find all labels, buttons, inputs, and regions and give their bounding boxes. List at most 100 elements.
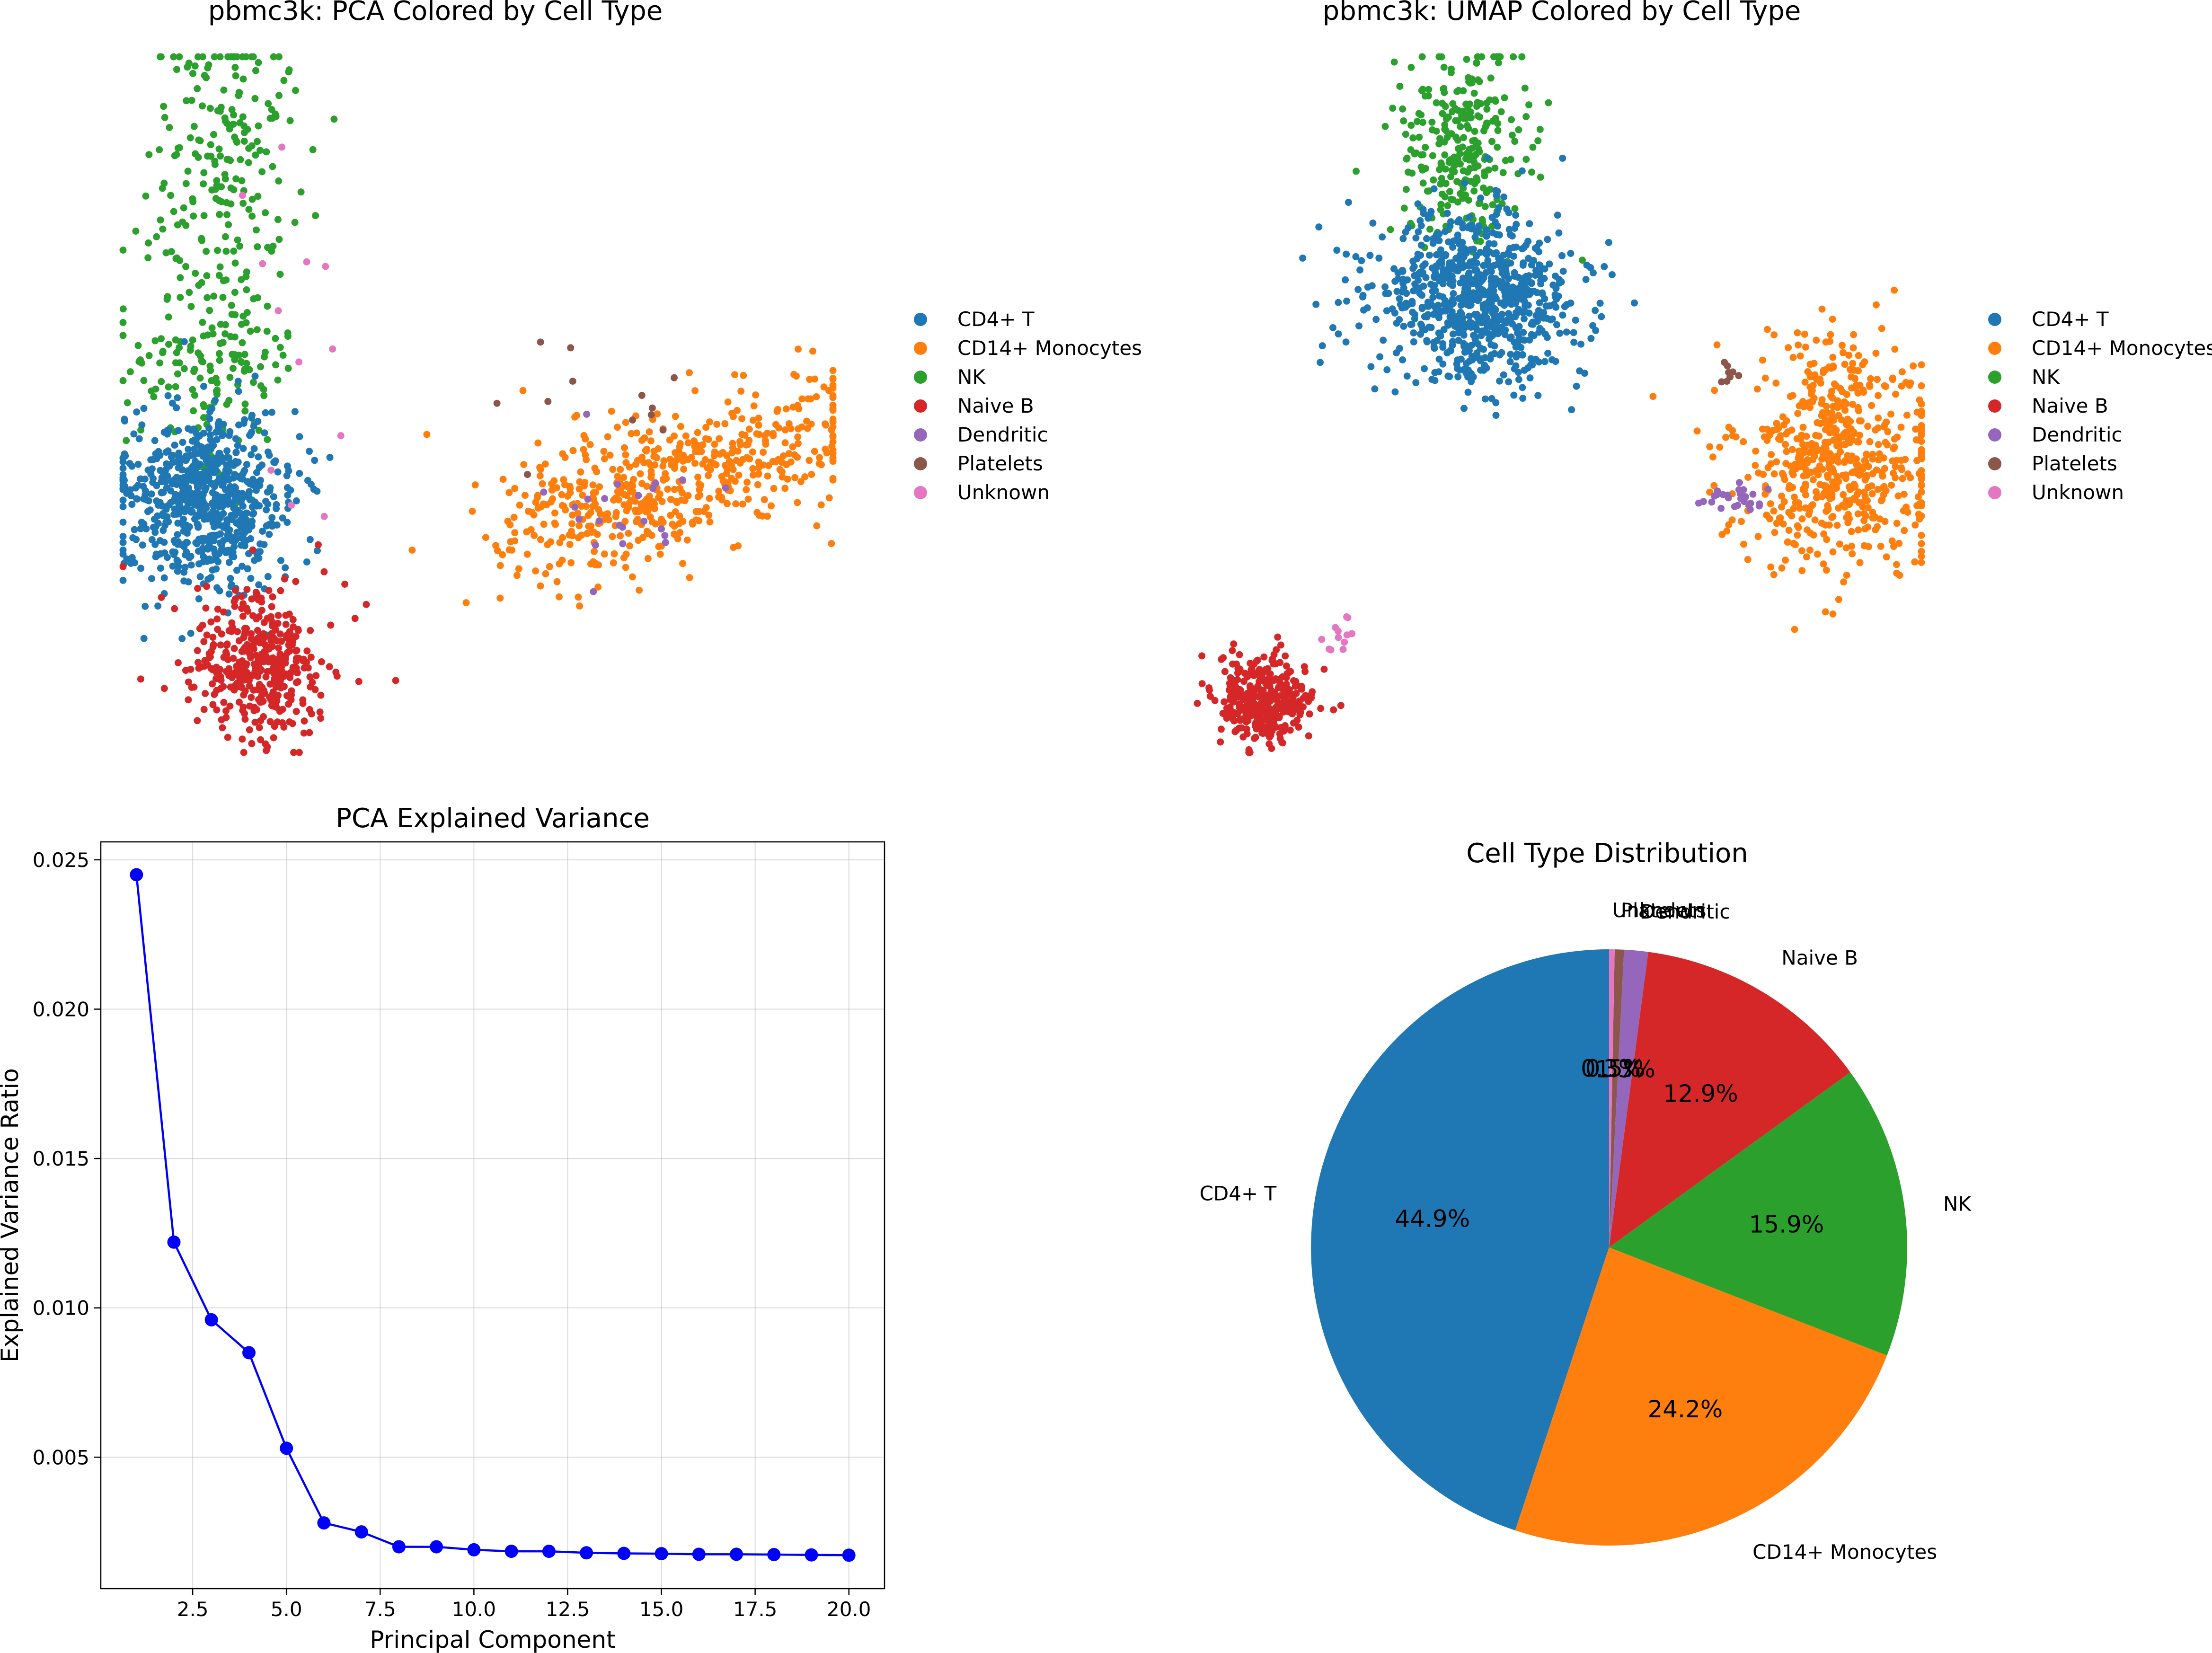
point-nk bbox=[156, 146, 163, 153]
point-cd14-monocytes bbox=[647, 437, 655, 445]
point-nk bbox=[1522, 113, 1530, 120]
point-nk bbox=[1442, 103, 1449, 110]
point-nk bbox=[1489, 117, 1496, 125]
point-cd4-t bbox=[1487, 268, 1495, 275]
point-cd4-t bbox=[1587, 335, 1595, 342]
point-cd14-monocytes bbox=[760, 461, 767, 469]
point-cd14-monocytes bbox=[775, 424, 783, 432]
point-cd14-monocytes bbox=[589, 503, 597, 510]
point-dendritic bbox=[635, 492, 642, 499]
point-platelets bbox=[569, 378, 576, 385]
point-cd4-t bbox=[1398, 266, 1406, 274]
point-nk bbox=[206, 362, 214, 370]
point-cd14-monocytes bbox=[1829, 610, 1837, 618]
point-cd14-monocytes bbox=[612, 513, 619, 521]
point-nk bbox=[1521, 84, 1529, 92]
point-cd4-t bbox=[133, 495, 141, 503]
point-naive-b bbox=[1250, 672, 1257, 680]
point-cd14-monocytes bbox=[1828, 514, 1836, 521]
point-cd14-monocytes bbox=[1770, 571, 1778, 578]
point-nk bbox=[220, 86, 228, 94]
point-naive-b bbox=[238, 593, 246, 600]
point-cd14-monocytes bbox=[1822, 426, 1829, 433]
point-cd14-monocytes bbox=[1806, 508, 1814, 515]
point-cd14-monocytes bbox=[1867, 375, 1875, 382]
point-cd4-t bbox=[1501, 288, 1508, 295]
point-dendritic bbox=[661, 532, 669, 539]
point-nk bbox=[157, 53, 165, 61]
point-cd14-monocytes bbox=[760, 449, 767, 456]
point-cd4-t bbox=[1453, 324, 1461, 331]
point-nk bbox=[1534, 137, 1542, 144]
point-cd4-t bbox=[1418, 304, 1426, 311]
variance-point bbox=[504, 1545, 518, 1558]
point-cd4-t bbox=[244, 522, 251, 530]
point-cd4-t bbox=[1527, 355, 1535, 362]
point-cd4-t bbox=[192, 458, 199, 465]
point-naive-b bbox=[1290, 677, 1297, 684]
point-cd4-t bbox=[1417, 330, 1424, 338]
point-nk bbox=[1459, 143, 1466, 151]
point-cd4-t bbox=[1455, 336, 1462, 344]
point-nk bbox=[210, 292, 218, 300]
point-nk bbox=[199, 102, 206, 110]
point-naive-b bbox=[200, 706, 208, 713]
point-dendritic bbox=[1713, 491, 1720, 498]
point-cd14-monocytes bbox=[1802, 344, 1809, 351]
point-cd4-t bbox=[181, 564, 189, 571]
point-cd14-monocytes bbox=[1769, 427, 1777, 434]
point-nk bbox=[216, 356, 223, 364]
point-nk bbox=[262, 209, 269, 217]
point-nk bbox=[254, 243, 261, 251]
pie-title: Cell Type Distribution bbox=[1466, 838, 1748, 869]
point-cd14-monocytes bbox=[568, 532, 576, 539]
point-nk bbox=[176, 53, 183, 61]
point-cd4-t bbox=[119, 539, 127, 546]
point-cd4-t bbox=[1403, 290, 1410, 297]
point-platelets bbox=[567, 344, 575, 352]
point-naive-b bbox=[1230, 709, 1238, 716]
point-cd14-monocytes bbox=[790, 371, 798, 378]
point-cd4-t bbox=[193, 471, 201, 478]
point-nk bbox=[269, 163, 276, 170]
point-nk bbox=[177, 293, 184, 301]
point-cd4-t bbox=[218, 541, 225, 549]
point-cd14-monocytes bbox=[743, 478, 751, 486]
point-nk bbox=[176, 359, 183, 367]
point-cd4-t bbox=[1460, 405, 1468, 412]
point-cd4-t bbox=[1592, 307, 1599, 314]
point-cd4-t bbox=[150, 456, 157, 463]
point-nk bbox=[1508, 132, 1516, 139]
point-naive-b bbox=[213, 615, 221, 623]
point-nk bbox=[187, 303, 195, 310]
point-nk bbox=[1474, 53, 1481, 61]
point-cd4-t bbox=[1535, 307, 1542, 314]
point-cd14-monocytes bbox=[528, 509, 536, 516]
variance-point bbox=[242, 1346, 256, 1360]
point-naive-b bbox=[316, 708, 324, 716]
point-cd14-monocytes bbox=[1846, 366, 1854, 373]
y-tick-label: 0.015 bbox=[33, 1147, 89, 1170]
point-cd14-monocytes bbox=[510, 513, 518, 521]
point-nk bbox=[252, 67, 259, 74]
point-platelets bbox=[1718, 378, 1725, 386]
point-cd14-monocytes bbox=[582, 451, 589, 459]
point-cd14-monocytes bbox=[1892, 474, 1899, 481]
point-cd14-monocytes bbox=[1822, 366, 1829, 373]
point-cd14-monocytes bbox=[587, 522, 594, 530]
point-cd14-monocytes bbox=[1823, 536, 1831, 543]
point-cd4-t bbox=[193, 489, 201, 496]
point-nk bbox=[1470, 89, 1478, 97]
point-cd14-monocytes bbox=[644, 530, 651, 538]
point-cd14-monocytes bbox=[1794, 329, 1801, 336]
point-cd4-t bbox=[1592, 327, 1600, 334]
point-cd4-t bbox=[1521, 336, 1528, 344]
point-cd14-monocytes bbox=[617, 466, 624, 473]
point-cd14-monocytes bbox=[764, 513, 771, 520]
point-naive-b bbox=[351, 615, 359, 622]
point-nk bbox=[1400, 117, 1407, 124]
point-nk bbox=[1465, 196, 1472, 204]
point-naive-b bbox=[1256, 672, 1263, 680]
point-cd4-t bbox=[212, 429, 220, 436]
point-cd14-monocytes bbox=[1850, 430, 1858, 437]
